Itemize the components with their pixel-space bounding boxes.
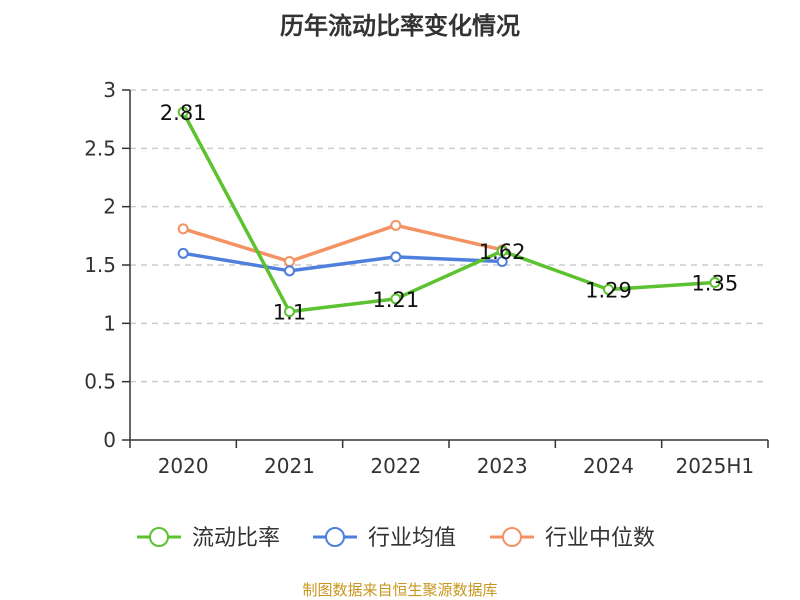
data-label: 1.21 xyxy=(372,288,419,312)
data-point xyxy=(284,306,295,318)
y-tick-label: 2.5 xyxy=(84,136,116,160)
grid-lines xyxy=(130,89,768,383)
x-tick-label: 2025H1 xyxy=(675,454,754,478)
x-tick-label: 2023 xyxy=(477,454,528,478)
legend-label: 流动比率 xyxy=(192,526,280,551)
y-tick-label: 0 xyxy=(103,428,116,452)
data-point xyxy=(284,265,295,277)
legend: 流动比率 行业均值 行业中位数 xyxy=(137,526,655,551)
series-line-2 xyxy=(182,223,503,264)
x-tick-label: 2022 xyxy=(370,454,421,478)
axes: 0 0.5 1 1.5 2 2.5 3 2020 2021 2022 2023 2024 2025H1 xyxy=(84,78,769,478)
data-point xyxy=(496,256,508,267)
data-point xyxy=(390,251,402,263)
data-point xyxy=(390,219,402,231)
data-point xyxy=(177,106,189,118)
legend-label: 行业均值 xyxy=(368,526,456,551)
data-label: 1.35 xyxy=(691,272,738,296)
chart-title: 历年流动比率变化情况 xyxy=(280,12,520,40)
series-line-0 xyxy=(181,111,715,314)
x-tick-label: 2024 xyxy=(583,454,634,478)
data-point xyxy=(496,245,508,257)
y-tick-label: 3 xyxy=(103,78,116,102)
data-label: 1.1 xyxy=(273,301,306,325)
data-label: 1.62 xyxy=(479,240,526,264)
data-point xyxy=(177,247,189,259)
data-point xyxy=(177,223,189,235)
data-point xyxy=(709,277,721,288)
legend-marker xyxy=(149,527,169,547)
x-tick-label: 2021 xyxy=(264,454,315,478)
series-line-1 xyxy=(182,251,503,273)
y-tick-label: 2 xyxy=(103,195,116,219)
data-point xyxy=(390,293,402,305)
data-point xyxy=(603,284,614,295)
legend-label: 行业中位数 xyxy=(545,526,655,551)
data-point xyxy=(284,256,295,267)
x-tick-label: 2020 xyxy=(158,454,209,478)
y-tick-label: 1.5 xyxy=(84,253,116,277)
legend-marker xyxy=(502,527,522,547)
data-label: 2.81 xyxy=(160,101,207,125)
data-label: 1.29 xyxy=(585,279,632,303)
y-tick-label: 0.5 xyxy=(84,370,116,394)
series-lines xyxy=(177,106,721,318)
source-note: 制图数据来自恒生聚源数据库 xyxy=(302,581,497,599)
data-labels: 2.81 1.1 1.21 1.62 1.29 1.35 xyxy=(160,101,738,325)
legend-marker xyxy=(325,527,345,547)
y-tick-label: 1 xyxy=(103,311,116,335)
